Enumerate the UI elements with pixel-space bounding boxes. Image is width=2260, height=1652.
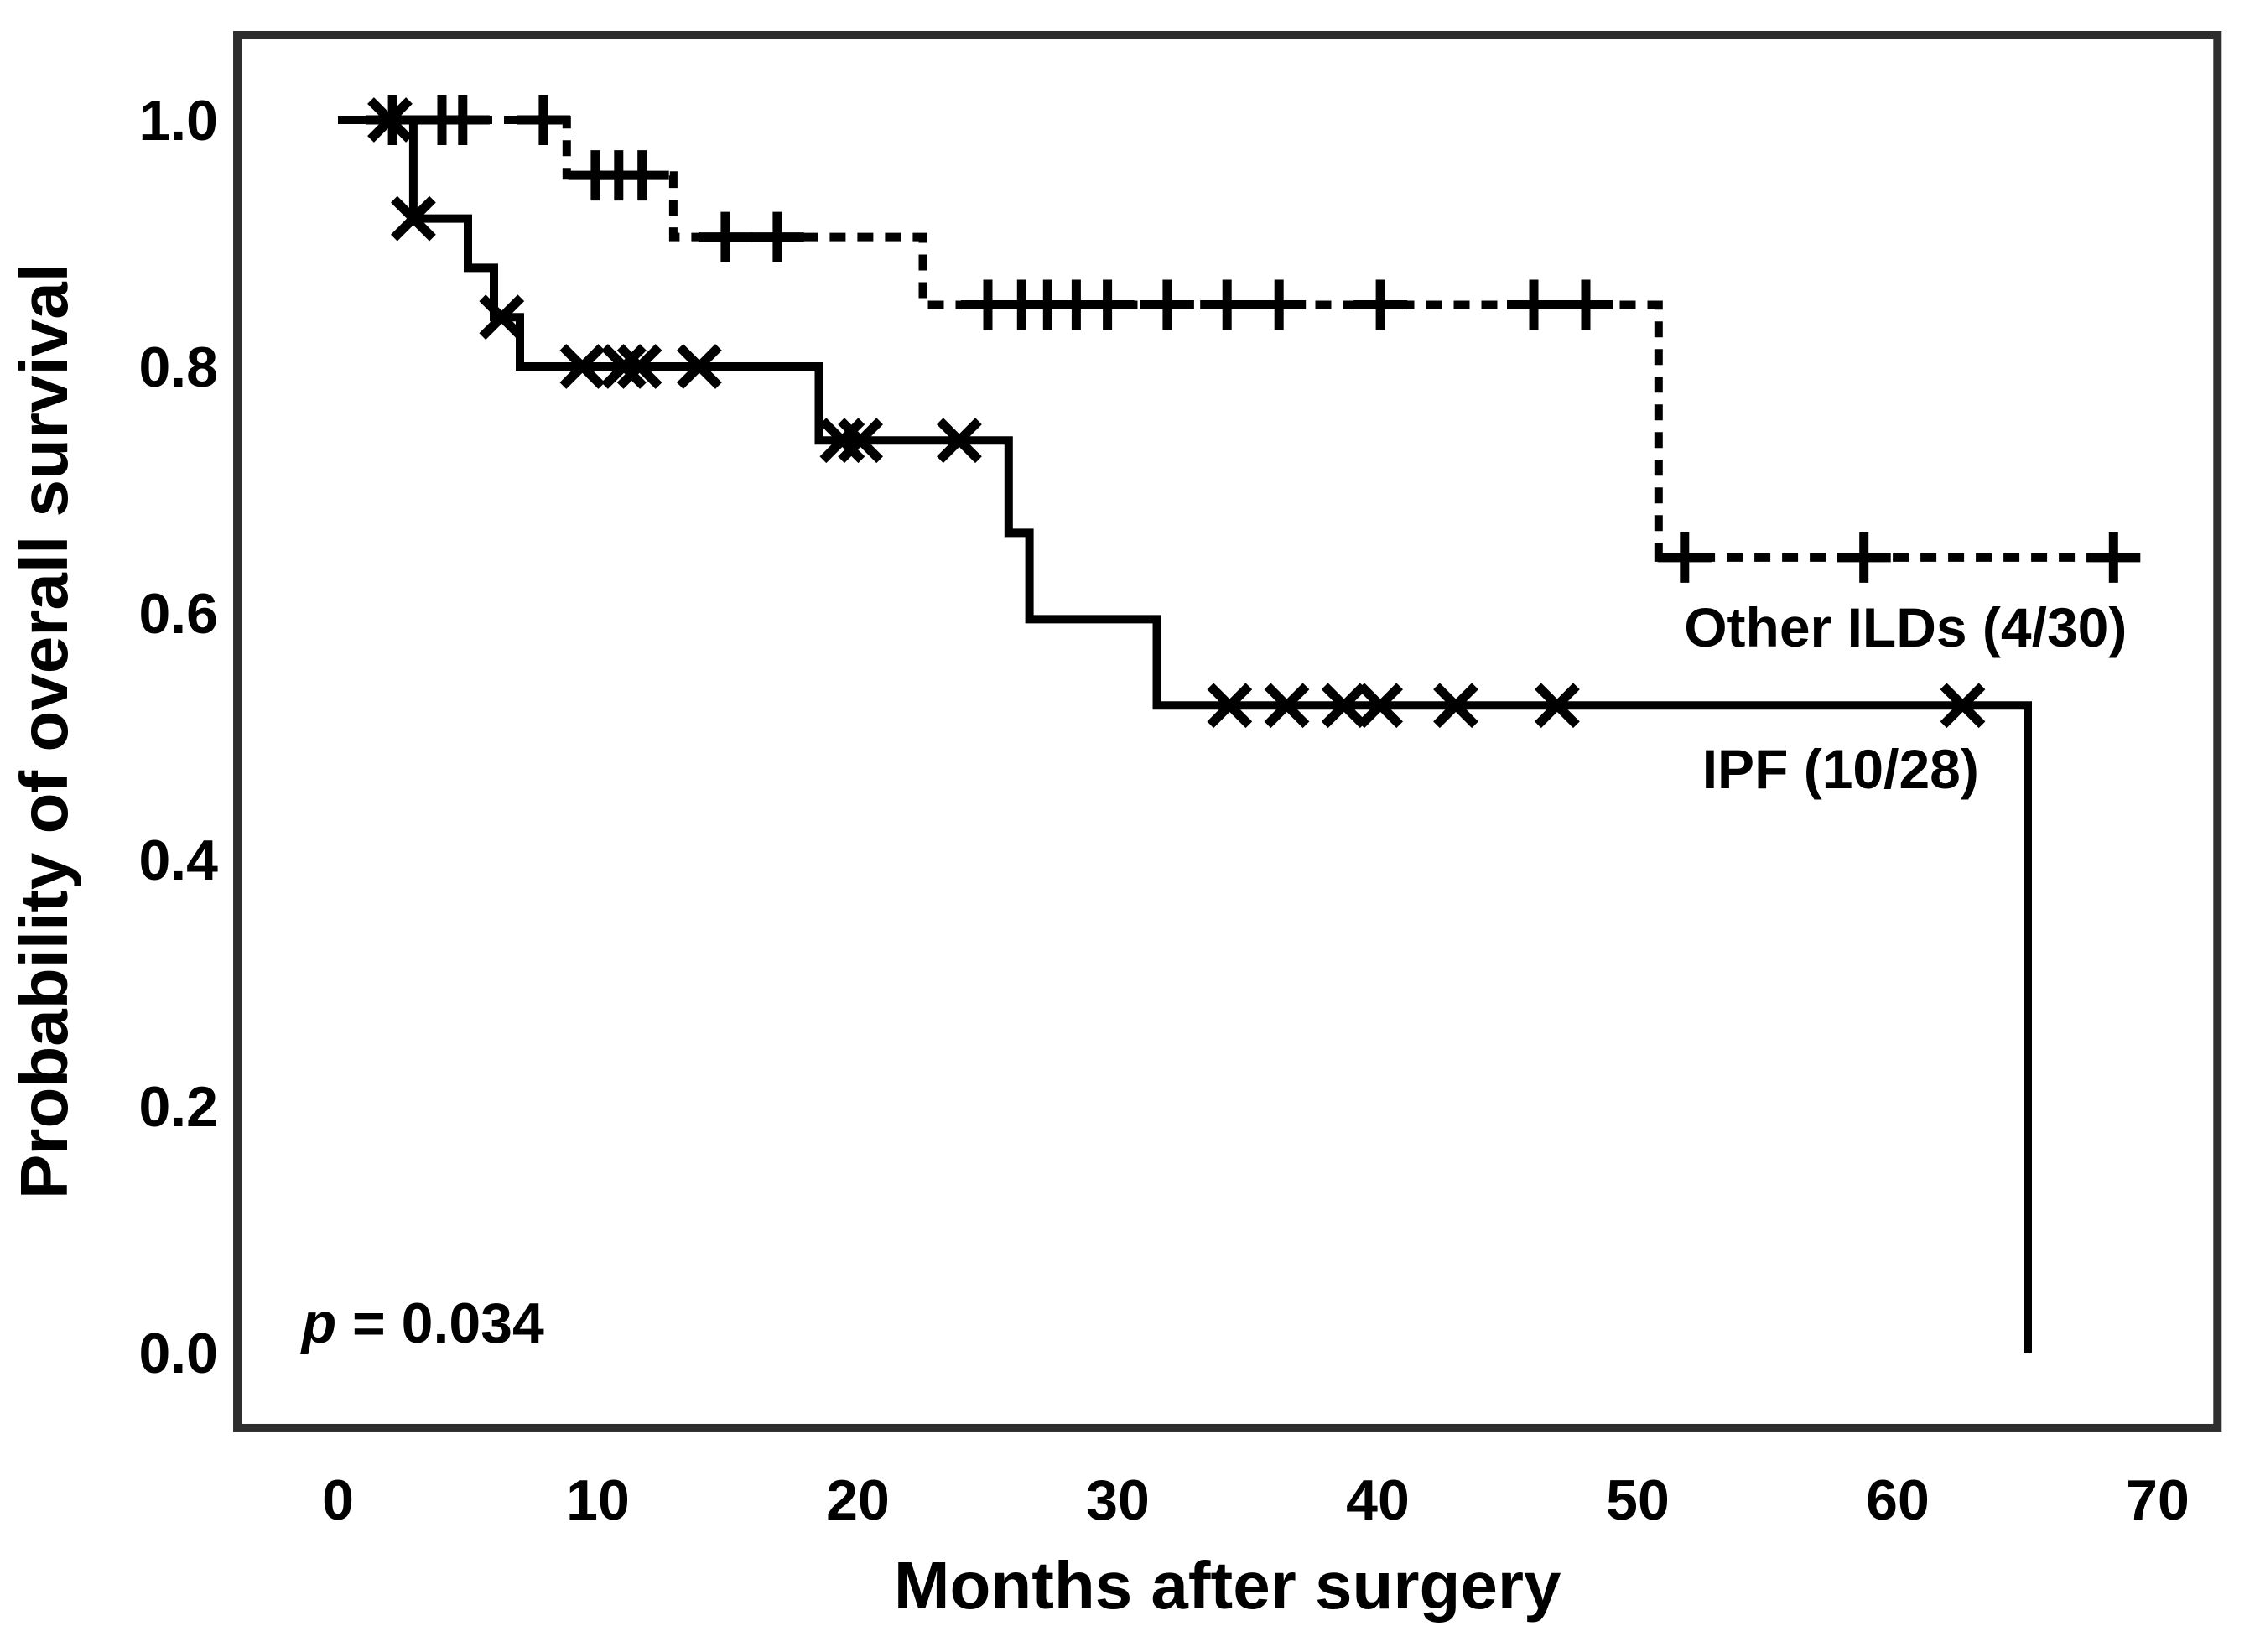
other-ilds-censor-mark-plus-icon xyxy=(1559,279,1613,330)
p-value-number: = 0.034 xyxy=(336,1291,544,1355)
other-ilds-censor-mark-plus-icon xyxy=(1837,532,1891,583)
ipf-series: IPF (10/28) xyxy=(338,97,2032,1353)
ipf-curve xyxy=(338,116,2032,1353)
ipf-censor-mark-x-icon xyxy=(601,344,647,389)
y-axis-tick-label: 0.0 xyxy=(138,1322,218,1385)
x-axis-tick-label: 50 xyxy=(1606,1468,1670,1532)
ipf-censor-mark-x-icon xyxy=(1321,683,1367,729)
y-axis-title: Probability of overall survival xyxy=(7,263,81,1199)
p-value-label: p = 0.034 xyxy=(300,1291,544,1355)
other-ilds-censor-mark-plus-icon xyxy=(1080,279,1135,330)
x-axis-tick-label: 10 xyxy=(566,1468,630,1532)
ipf-label: IPF (10/28) xyxy=(1702,738,1979,800)
other-ilds-censor-mark-plus-icon xyxy=(698,211,752,262)
ipf-censor-mark-x-icon xyxy=(1207,683,1253,729)
x-axis-tick-label: 70 xyxy=(2126,1468,2190,1532)
other-ilds-censor-mark-plus-icon xyxy=(1657,532,1712,583)
other-ilds-series: Other ILDs (4/30) xyxy=(338,95,2141,658)
ipf-censor-mark-x-icon xyxy=(1940,683,1986,729)
ipf-censor-mark-x-icon xyxy=(838,418,883,464)
ipf-censor-mark-x-icon xyxy=(616,344,662,389)
p-value-symbol: p xyxy=(300,1291,337,1355)
x-axis-tick-label: 30 xyxy=(1086,1468,1150,1532)
ipf-censor-mark-x-icon xyxy=(819,418,865,464)
other-ilds-censor-mark-plus-icon xyxy=(1252,279,1307,330)
ipf-censor-mark-x-icon xyxy=(391,195,436,242)
ipf-censor-mark-x-icon xyxy=(559,344,605,389)
other-ilds-censor-mark-plus-icon xyxy=(1140,279,1194,330)
other-ilds-curve xyxy=(338,116,2140,562)
ipf-censor-mark-x-icon xyxy=(1264,683,1310,729)
x-axis-tick-label: 40 xyxy=(1346,1468,1410,1532)
other-ilds-censor-mark-plus-icon xyxy=(435,95,490,145)
other-ilds-censor-mark-plus-icon xyxy=(1507,279,1561,330)
other-ilds-censor-mark-plus-icon xyxy=(615,150,669,201)
ipf-censor-mark-x-icon xyxy=(479,294,525,340)
ipf-censor-mark-x-icon xyxy=(1535,683,1580,729)
other-ilds-censor-mark-plus-icon xyxy=(1200,279,1255,330)
other-ilds-censor-mark-plus-icon xyxy=(1353,279,1408,330)
plot-frame xyxy=(233,31,2222,1432)
ipf-censor-mark-x-icon xyxy=(937,418,982,464)
ipf-censor-mark-x-icon xyxy=(1358,683,1403,729)
other-ilds-censor-mark-plus-icon xyxy=(516,95,570,145)
ipf-censor-mark-x-icon xyxy=(367,97,413,143)
other-ilds-censor-mark-plus-icon xyxy=(2086,532,2141,583)
x-axis-tick-label: 0 xyxy=(322,1468,354,1532)
y-axis-tick-label: 0.4 xyxy=(138,829,218,892)
y-axis-tick-label: 0.2 xyxy=(138,1075,218,1139)
x-axis-tick-label: 60 xyxy=(1866,1468,1930,1532)
ipf-censor-mark-x-icon xyxy=(677,344,722,389)
other-ilds-censor-mark-plus-icon xyxy=(750,211,804,262)
other-ilds-label: Other ILDs (4/30) xyxy=(1684,596,2127,658)
x-axis-title: Months after surgery xyxy=(894,1548,1561,1623)
y-axis-tick-label: 1.0 xyxy=(138,89,218,153)
x-axis-tick-label: 20 xyxy=(826,1468,890,1532)
ipf-censor-mark-x-icon xyxy=(1433,683,1478,729)
y-axis-tick-label: 0.6 xyxy=(138,582,218,646)
y-axis-tick-label: 0.8 xyxy=(138,335,218,399)
